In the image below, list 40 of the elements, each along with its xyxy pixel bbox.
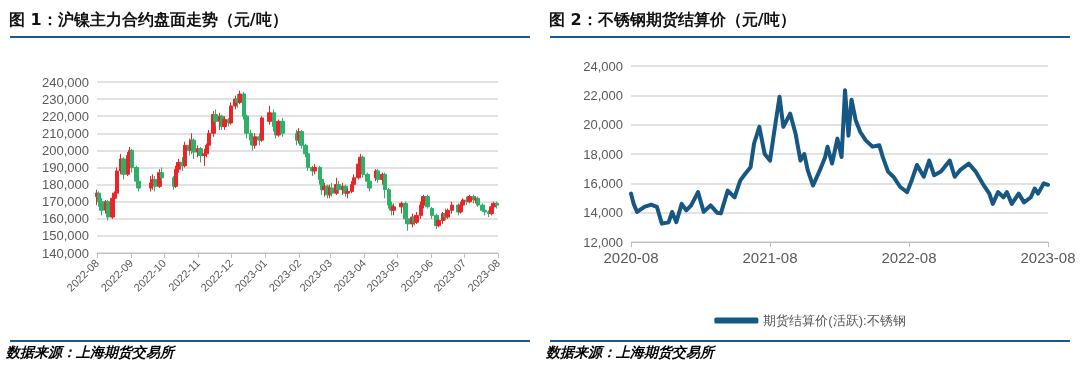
chart-title: 图 1：沪镍主力合约盘面走势（元/吨） [9, 9, 288, 29]
y-tick-label: 18,000 [583, 146, 623, 162]
y-tick-label: 210,000 [42, 125, 89, 141]
candlestick [260, 115, 264, 143]
candlestick [336, 180, 341, 194]
x-tick-label: 2023-08 [1020, 249, 1076, 266]
candlestick [121, 156, 126, 180]
chart-title: 图 2：不锈钢期货结算价（元/吨） [549, 9, 796, 29]
y-tick-label: 150,000 [42, 228, 89, 244]
y-tick-label: 240,000 [42, 74, 89, 90]
y-tick-label: 22,000 [583, 87, 623, 103]
y-tick-label: 190,000 [42, 160, 89, 175]
candlestick [495, 201, 499, 210]
candlestick [202, 148, 207, 167]
x-tick-label: 2022-08 [881, 249, 937, 266]
candlestick [267, 105, 272, 126]
candlestick [399, 201, 404, 215]
x-tick-label: 2020-08 [603, 249, 659, 266]
y-tick-label: 230,000 [42, 91, 89, 107]
candlestick [183, 141, 187, 168]
y-tick-label: 12,000 [583, 234, 623, 250]
candlestick [160, 167, 164, 182]
candlestick [280, 117, 285, 138]
candlestick [238, 90, 242, 105]
y-tick-label: 200,000 [42, 142, 89, 158]
y-tick-label: 14,000 [583, 205, 623, 221]
y-tick-label: 160,000 [42, 211, 89, 227]
legend-label: 期货结算价(活跃):不锈钢 [763, 313, 906, 328]
source-note: 数据来源：上海期货交易所 [6, 344, 174, 362]
y-tick-label: 16,000 [583, 175, 623, 191]
y-tick-label: 24,000 [583, 58, 623, 74]
y-tick-label: 170,000 [42, 194, 89, 210]
y-tick-label: 20,000 [583, 117, 623, 133]
y-tick-label: 180,000 [42, 177, 89, 193]
y-tick-label: 140,000 [42, 245, 89, 261]
y-tick-label: 220,000 [42, 108, 89, 124]
x-tick-label: 2021-08 [742, 249, 798, 266]
candlestick [425, 194, 430, 210]
source-note: 数据来源：上海期货交易所 [546, 344, 714, 362]
line-series [629, 88, 1050, 226]
